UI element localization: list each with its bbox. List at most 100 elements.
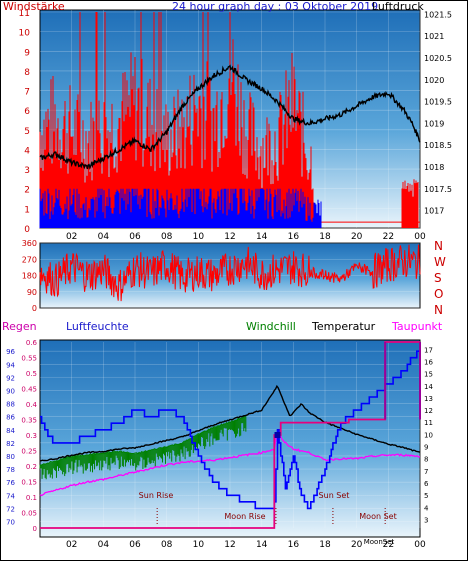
y-right-tick-label: 1019.5 xyxy=(424,98,452,107)
sun-rise-label: Sun Rise xyxy=(139,491,174,500)
luftfeuchte-label: Luftfeuchte xyxy=(66,320,129,333)
x-tick-label: 14 xyxy=(256,540,268,550)
taupunkt-label: Taupunkt xyxy=(391,320,443,333)
x-tick-label: 04 xyxy=(98,540,110,550)
temp-tick-label: 3 xyxy=(424,516,428,524)
y-left-tick-label: 0 xyxy=(24,225,30,235)
temp-tick-label: 12 xyxy=(424,407,433,415)
temp-tick-label: 8 xyxy=(424,456,428,464)
rain-tick-label: 0.45 xyxy=(21,386,37,394)
x-tick-label: 22 xyxy=(383,232,394,242)
y-left-tick-label: 10 xyxy=(19,29,31,39)
y-tick-label: 180 xyxy=(22,272,37,281)
x-tick-label: 20 xyxy=(351,232,363,242)
x-tick-label: 16 xyxy=(288,540,300,550)
x-tick-label: 04 xyxy=(98,232,110,242)
y-left-tick-label: 9 xyxy=(24,48,30,58)
temperature-humidity-chart: 0 0.05 0.1 0.15 0.2 0.25 0.3 0.35 0.4 0.45 0.5 0.55… xyxy=(6,339,433,550)
y-tick-label: 360 xyxy=(22,239,37,248)
wind-dir-n-bottom: N xyxy=(434,303,443,317)
x-tick-label: 18 xyxy=(319,540,331,550)
x-tick-label: 08 xyxy=(161,540,173,550)
humidity-line xyxy=(40,350,420,510)
temp-tick-label: 16 xyxy=(424,358,433,366)
y-right-tick-label: 1021 xyxy=(424,32,444,41)
humidity-tick-label: 80 xyxy=(6,453,15,461)
rain-tick-label: 0.4 xyxy=(26,401,38,409)
sun-set-label: Sun Set xyxy=(319,491,350,500)
x-tick-label: 16 xyxy=(288,232,300,242)
x-tick-label: 00 xyxy=(414,540,426,550)
x-tick-label: 22 xyxy=(383,540,394,550)
wind-direction-line xyxy=(39,244,421,302)
y-right-tick-label: 1017.5 xyxy=(424,185,452,194)
rain-tick-label: 0.05 xyxy=(21,510,37,518)
top-right-label: Luftdruck xyxy=(372,0,424,13)
humidity-tick-label: 78 xyxy=(6,466,15,474)
y-left-tick-label: 6 xyxy=(24,107,30,117)
rain-tick-label: 0.25 xyxy=(21,448,37,456)
y-tick-label: 270 xyxy=(22,255,37,264)
wind-dir-w: W xyxy=(434,255,446,269)
wind-dir-n-top: N xyxy=(434,239,443,253)
x-tick-label: 18 xyxy=(319,232,331,242)
temp-tick-label: 9 xyxy=(424,444,428,452)
x-tick-label: 06 xyxy=(129,232,141,242)
rain-marker xyxy=(274,432,281,438)
moon-set-axis-label: MoonSet xyxy=(364,538,395,546)
wind-dir-s: S xyxy=(434,271,442,285)
temp-tick-label: 14 xyxy=(424,383,433,391)
y-right-tick-label: 1020.5 xyxy=(424,54,452,63)
temperature-line xyxy=(39,384,421,462)
y-left-tick-label: 11 xyxy=(19,9,30,19)
humidity-tick-label: 74 xyxy=(6,492,15,500)
y-left-tick-label: 8 xyxy=(24,68,30,78)
x-tick-label: 02 xyxy=(66,540,77,550)
rain-tick-label: 0.55 xyxy=(21,355,37,363)
temperatur-label: Temperatur xyxy=(311,320,376,333)
humidity-tick-label: 76 xyxy=(6,479,15,487)
temp-tick-label: 5 xyxy=(424,492,428,500)
y-right-tick-label: 1018.5 xyxy=(424,141,452,150)
x-tick-label: 12 xyxy=(224,232,235,242)
y-left-tick-label: 5 xyxy=(24,127,30,137)
moon-set-label: Moon Set xyxy=(359,512,396,521)
humidity-tick-label: 70 xyxy=(6,518,15,526)
y-left-tick-label: 2 xyxy=(24,186,30,196)
humidity-tick-label: 88 xyxy=(6,401,15,409)
wind-direction-chart: 0 90 180 270 360 xyxy=(22,239,421,313)
x-tick-label: 06 xyxy=(129,540,141,550)
x-tick-label: 10 xyxy=(193,540,205,550)
top-left-label: Windstärke xyxy=(3,0,65,13)
x-tick-label: 20 xyxy=(351,540,363,550)
y-tick-label: 90 xyxy=(27,288,37,297)
rain-tick-label: 0.1 xyxy=(26,494,37,502)
y-tick-label: 0 xyxy=(32,304,37,313)
x-tick-label: 14 xyxy=(256,232,268,242)
y-right-tick-label: 1017 xyxy=(424,207,444,216)
humidity-tick-label: 84 xyxy=(6,427,15,435)
temp-tick-label: 11 xyxy=(424,419,433,427)
temp-tick-label: 6 xyxy=(424,480,429,488)
x-tick-label: 00 xyxy=(414,232,426,242)
y-right-tick-label: 1019 xyxy=(424,119,444,128)
rain-tick-label: 0.15 xyxy=(21,479,37,487)
regen-label: Regen xyxy=(2,320,37,333)
y-left-tick-label: 4 xyxy=(24,146,30,156)
panel-temperature xyxy=(39,339,421,538)
humidity-tick-label: 94 xyxy=(6,361,15,369)
wind-dir-o: O xyxy=(434,287,443,301)
humidity-tick-label: 92 xyxy=(6,374,15,382)
top-title: 24 hour graph day : 03 Oktober 2019 xyxy=(172,0,378,13)
x-tick-label: 10 xyxy=(193,232,205,242)
pressure-line xyxy=(39,64,421,170)
rain-tick-label: 0.6 xyxy=(26,339,38,347)
moon-rise-label: Moon Rise xyxy=(224,512,265,521)
temp-tick-label: 13 xyxy=(424,395,433,403)
y-right-tick-label: 1021.5 xyxy=(424,10,452,19)
windchill-label: Windchill xyxy=(246,320,296,333)
x-tick-label: 12 xyxy=(224,540,235,550)
humidity-tick-label: 86 xyxy=(6,414,15,422)
temp-tick-label: 7 xyxy=(424,468,428,476)
